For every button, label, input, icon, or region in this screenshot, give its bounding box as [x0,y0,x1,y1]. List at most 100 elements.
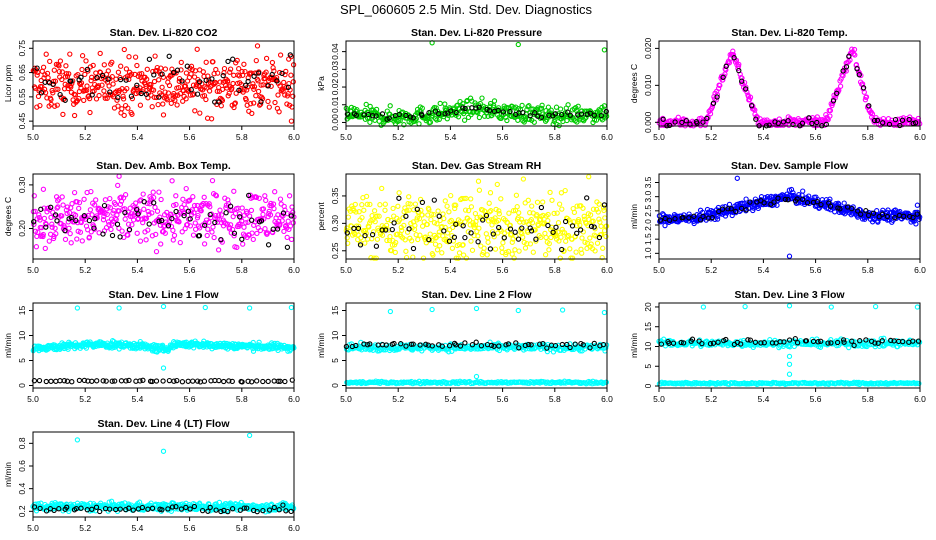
outlier-point [786,353,793,360]
data-point [210,224,216,230]
data-point [379,185,385,192]
data-point [170,227,176,234]
data-point [205,226,211,232]
data-point [240,72,246,78]
data-point [106,83,112,89]
data-point [154,64,160,71]
data-point [288,72,294,78]
data-point [830,98,837,104]
data-point [427,231,433,237]
data-point [730,52,737,58]
outlier-point [116,173,122,179]
panel-title: Stan. Dev. Line 3 Flow [734,289,845,301]
data-point [51,67,57,73]
data-point [94,378,100,384]
data-point [258,82,264,88]
data-point [552,111,559,117]
y-axis-label: degrees C [3,197,13,236]
y-tick-label: 0.65 [17,64,27,81]
data-point [101,88,107,94]
data-point [203,96,209,103]
data-point [416,121,422,127]
data-point [462,234,468,241]
data-point [160,112,167,118]
data-point [84,66,91,73]
data-point [525,103,531,110]
data-point [102,197,109,203]
data-point [512,229,518,235]
data-point [446,209,452,215]
y-tick-label: 15 [643,322,653,332]
x-tick-label: 5.2 [392,265,404,275]
data-point [225,93,231,99]
data-point [143,91,149,97]
data-point [281,79,287,86]
data-point [491,98,498,104]
data-point [272,99,278,106]
y-tick-label: 15 [330,306,340,316]
data-point [176,75,183,82]
y-tick-label: 5 [643,364,653,369]
data-point [266,104,272,110]
data-point [122,216,128,222]
y-axis-label: kPa [316,76,326,91]
x-tick-label: 6.0 [601,394,613,404]
outlier-point [74,305,81,311]
data-point [736,61,742,68]
data-point [285,84,292,90]
data-point [284,101,290,107]
data-point [390,205,396,212]
data-point [432,241,439,247]
x-tick-label: 5.4 [444,265,456,275]
data-point [170,237,176,243]
y-tick-label: 0.25 [330,242,340,259]
data-point [578,111,585,117]
data-point [739,78,745,84]
data-point [62,81,68,87]
data-point [119,106,125,112]
data-point [269,59,276,66]
data-point [48,96,54,103]
data-point [43,378,49,385]
x-tick-label: 5.4 [757,394,769,404]
data-point [270,65,276,71]
data-point [152,53,158,59]
data-point [435,208,441,214]
data-point [525,197,531,203]
data-point [191,91,197,97]
data-point [880,120,886,126]
x-tick-label: 6.0 [601,265,613,275]
data-point [559,111,565,118]
data-point [57,58,64,64]
data-point [86,93,92,99]
data-point [260,211,266,218]
data-point [128,71,135,77]
data-point [436,116,442,123]
data-point [204,232,210,239]
y-tick-label: 5 [17,358,27,363]
x-tick-label: 5.8 [549,265,561,275]
data-point [856,72,862,78]
data-point [109,232,116,239]
data-point [183,185,189,192]
data-point [475,239,481,245]
data-point [449,245,456,251]
data-point [827,107,834,114]
y-axis-label: degrees C [629,64,639,103]
data-point [834,90,840,96]
data-point [382,201,388,207]
data-point [177,239,183,246]
data-point [172,93,179,99]
data-point [166,53,172,59]
data-point [54,218,60,224]
data-point [31,219,37,225]
data-point [714,92,721,98]
data-point [547,189,553,196]
data-point [487,246,494,252]
data-point [396,111,402,118]
y-tick-label: 15 [17,306,27,316]
data-point [57,378,63,384]
data-point [37,217,43,223]
data-point [395,203,401,209]
